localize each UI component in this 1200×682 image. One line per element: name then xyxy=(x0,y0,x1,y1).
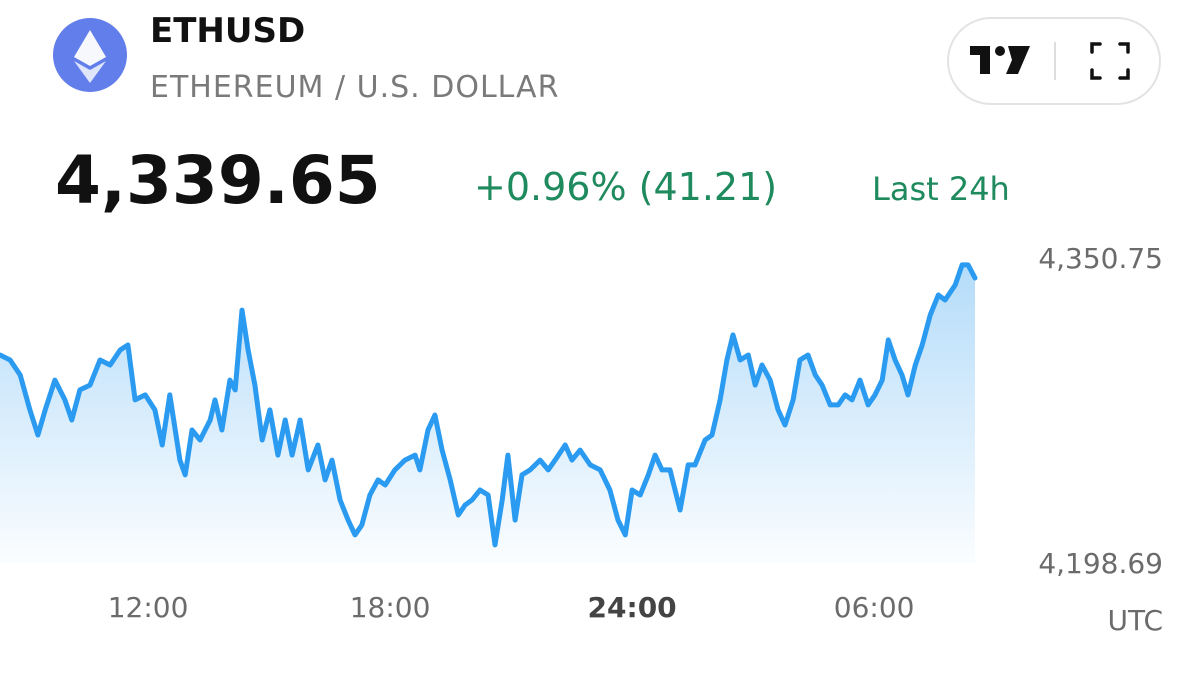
x-tick-label: 06:00 xyxy=(834,591,915,624)
price-line xyxy=(0,262,978,548)
y-tick-label: 4,198.69 xyxy=(1038,547,1163,580)
price-change: +0.96% (41.21) xyxy=(474,165,777,209)
x-tick-label: 18:00 xyxy=(350,591,431,624)
price: 4,339.65 xyxy=(55,142,381,219)
eth-logo xyxy=(53,18,127,92)
y-tick-label: 4,350.75 xyxy=(1038,242,1163,275)
symbol: ETHUSD xyxy=(150,11,305,51)
price-area xyxy=(0,264,975,563)
tradingview-button[interactable] xyxy=(970,46,1030,74)
toolbar xyxy=(947,17,1161,105)
instrument-name: ETHEREUM / U.S. DOLLAR xyxy=(150,70,559,105)
x-tick-label: 12:00 xyxy=(108,591,189,624)
x-axis-label: UTC xyxy=(1107,604,1163,637)
fullscreen-button[interactable] xyxy=(1090,42,1130,80)
change-period: Last 24h xyxy=(872,170,1010,208)
x-tick-label: 24:00 xyxy=(588,591,677,624)
